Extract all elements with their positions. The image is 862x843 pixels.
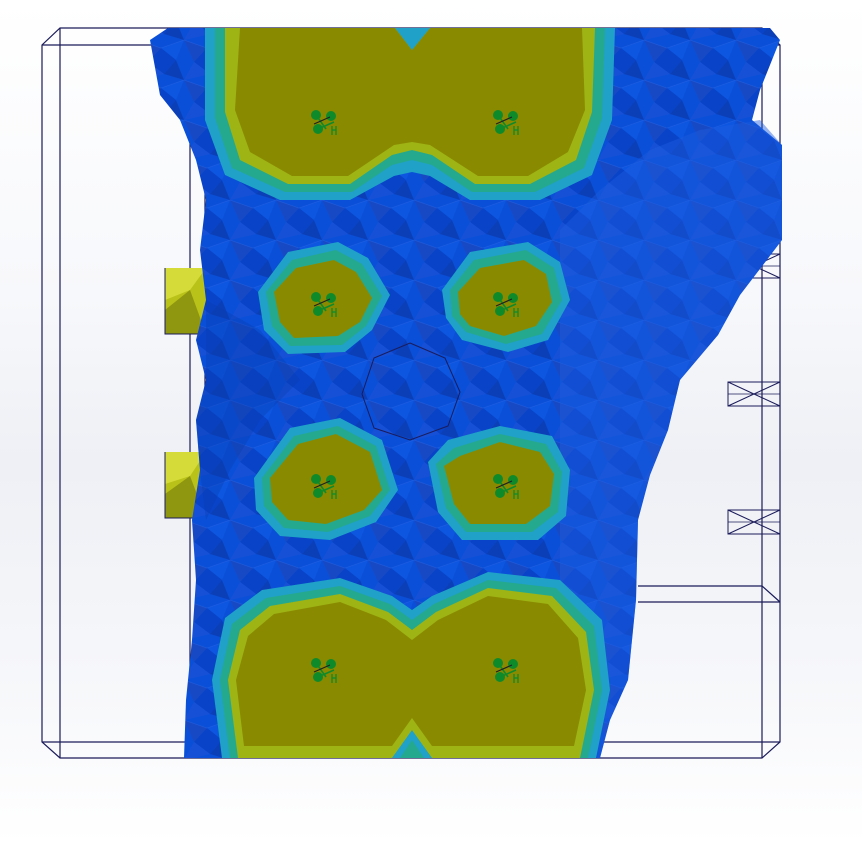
cross-box-icon bbox=[727, 381, 781, 407]
contact-pad-bottom[interactable] bbox=[212, 572, 610, 758]
mesh-body[interactable] bbox=[150, 28, 782, 758]
step-block-upper[interactable] bbox=[164, 268, 206, 335]
contact-pad-mid-right-upper[interactable] bbox=[442, 242, 570, 352]
contact-pad-mid-left-lower[interactable] bbox=[254, 418, 398, 540]
cross-box-icon bbox=[727, 509, 781, 535]
contact-pad-mid-left-upper[interactable] bbox=[258, 242, 390, 354]
sketch-polygon[interactable] bbox=[361, 342, 461, 441]
contact-pad-top[interactable] bbox=[205, 28, 615, 200]
